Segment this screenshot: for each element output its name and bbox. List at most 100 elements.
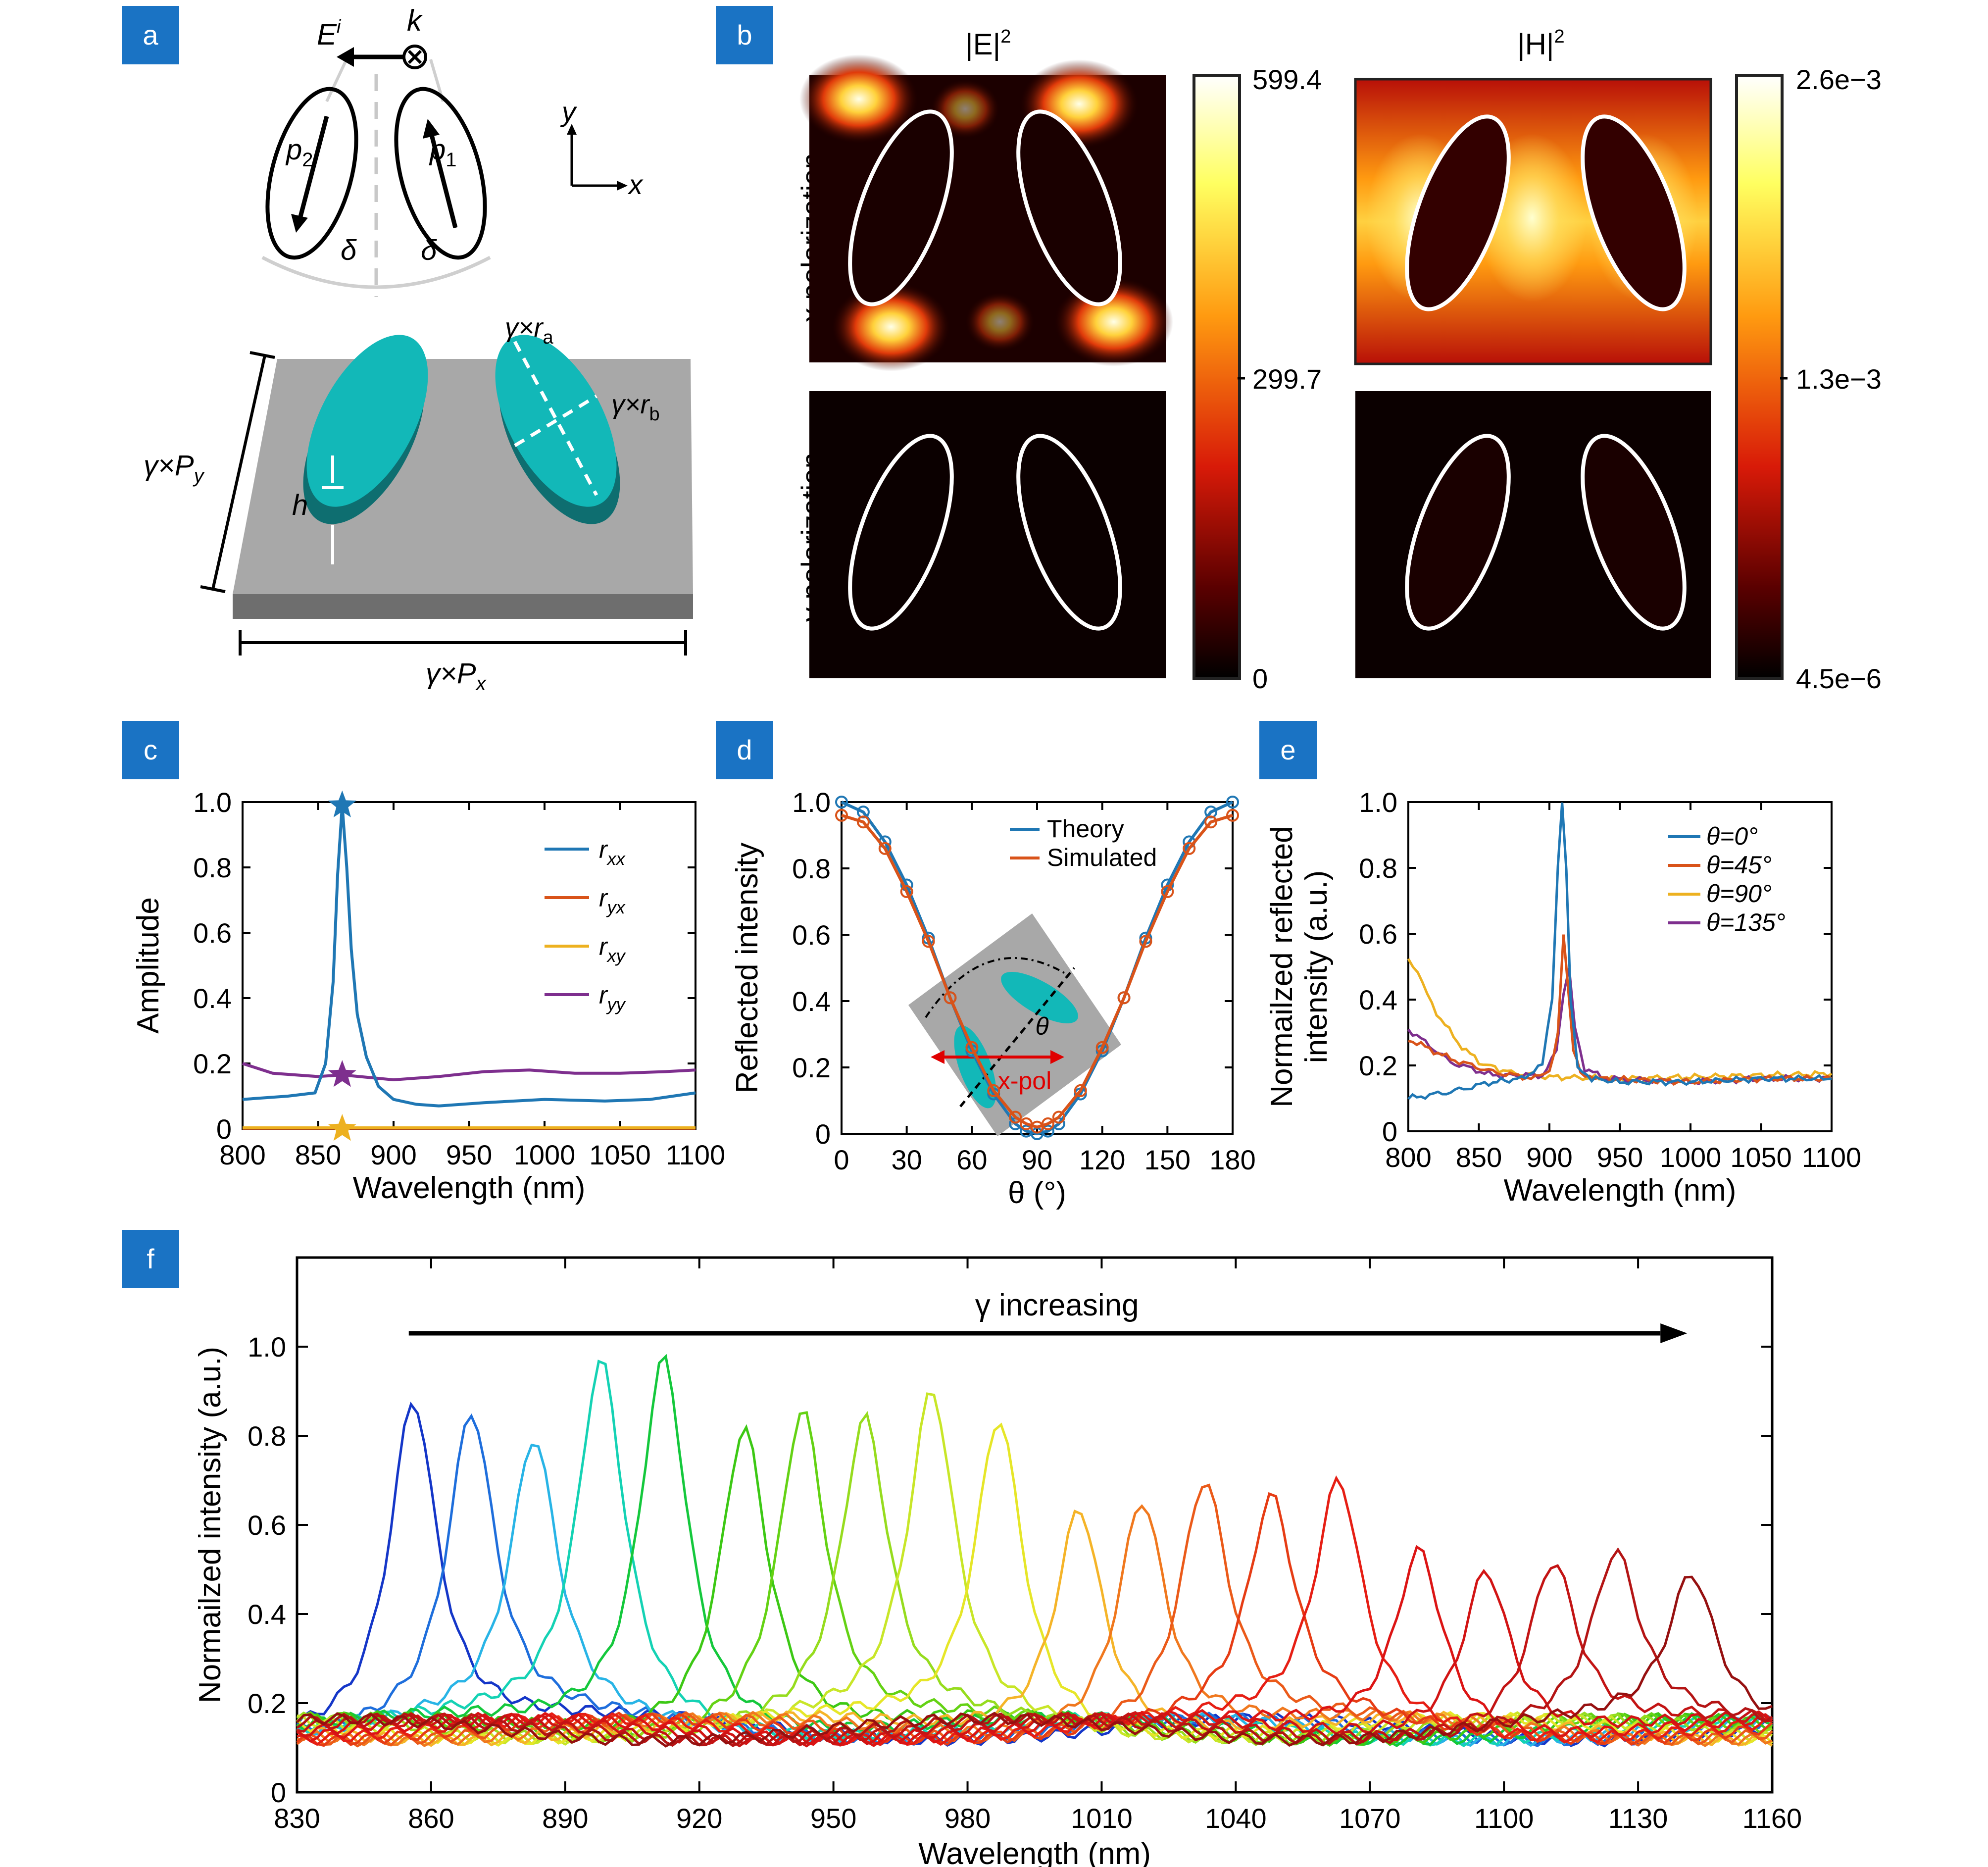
point-d-simulated-18 [1183,842,1196,855]
substrate-side [233,594,693,619]
series-e-1 [1408,934,1833,1086]
wavevector-label: k [407,4,423,37]
x-tick-label-f-1010: 1010 [1071,1803,1133,1834]
x-tick-label-d-180: 180 [1209,1144,1255,1175]
inset-particle-right-d [1001,972,1078,1023]
panel-b-field-maps: |E|2 |H|2 x polarization y polarization … [796,26,1882,694]
dipole-p1-arrowhead [423,119,440,139]
series-f-peak-18 [296,1547,1773,1748]
dimension-ra-label: γ×ra [505,313,554,348]
panel-label-b-text: b [737,19,752,50]
series-d-theory [841,801,1234,1136]
y-axis-label-e-line1: Normailzed reflected [1265,826,1299,1108]
y-tick-label-f-0: 0 [271,1777,286,1808]
series-f-peak-9 [296,1422,1773,1747]
panel-label-c: c [122,721,179,779]
x-tick-label-f-920: 920 [676,1803,722,1834]
point-d-simulated-14 [1095,1041,1109,1054]
series-f-peak-3 [296,1360,1773,1748]
ellipse-right [394,87,487,260]
legend-label-e-2: θ=90° [1706,880,1772,908]
dipole-p2-label: p2 [285,134,313,171]
y-tick-label-c-2: 0.4 [193,983,232,1014]
y-tick-label-d-4: 0.8 [792,853,831,884]
panel-label-f-text: f [147,1243,154,1274]
map-E-y-ellipse-right [1016,434,1122,631]
series-f-peak-12 [296,1483,1773,1748]
y-tick-label-f-4: 0.8 [248,1420,286,1452]
x-tick-label-c-1000: 1000 [514,1139,576,1170]
y-axis-label-c: Amplitude [131,897,165,1034]
point-d-theory-0 [835,796,848,808]
colorbar-E-gradient [1193,74,1241,680]
guide-line-left [325,58,348,102]
inset-particle-left-d [954,1025,996,1109]
dipole-p1-arrow [428,130,458,229]
x-tick-label-e-1050: 1050 [1730,1142,1792,1173]
dimension-rb-label: γ×rb [611,390,660,425]
map-H-x-ellipse-right [1581,114,1687,311]
panel-label-d-bg [716,721,773,779]
x-tick-label-f-980: 980 [944,1803,991,1834]
axis-y-arrowhead [567,124,577,135]
x-tick-label-c-950: 950 [446,1139,492,1170]
gamma-increasing-label: γ increasing [975,1288,1139,1322]
map-H-x-ellipse-left [1405,114,1511,311]
panel-label-b-bg [716,6,773,64]
series-f-peak-15 [296,1545,1773,1747]
point-d-simulated-16 [1139,935,1152,948]
legend-label-c-1: ryx [599,884,626,917]
map-E-x-ellipse-left [848,109,954,306]
y-axis-label-d: Reflected intensity [730,843,764,1094]
y-axis-label-f: Normailzed intensity (a.u.) [193,1347,227,1703]
series-f-peak-0 [296,1402,1773,1748]
point-d-simulated-19 [1204,815,1218,829]
series-c-rxx [242,805,696,1108]
panel-label-e-bg [1259,721,1317,779]
incident-field-label: Ei [317,16,342,51]
map-H-y-polarization [1355,391,1711,678]
incident-field-arrowhead [337,47,354,67]
axis-x-arrowhead [617,181,628,191]
hotspot-6 [965,292,1035,352]
dimension-py-label: γ×Py [144,450,205,487]
dipole-p2-arrow [297,115,329,221]
chart-e: 800 850 900 950 1000 1050 1100 0 0.2 0.4 0.6 0.8 1.0… [1265,787,1861,1208]
legend-label-e-3: θ=135° [1706,908,1786,936]
angle-delta-left: δ [341,234,357,266]
inset-substrate-d [908,913,1121,1136]
height-label: h [292,489,308,521]
x-tick-label-e-800: 800 [1385,1142,1431,1173]
gamma-increasing-arrowhead [1660,1323,1688,1343]
colorbar-H-max: 2.6e−3 [1796,64,1882,95]
y-tick-label-c-5: 1.0 [193,787,232,818]
series-c-ryy [242,1062,696,1082]
panel-label-d: d [716,721,773,779]
x-tick-label-e-850: 850 [1456,1142,1502,1173]
y-tick-label-f-3: 0.6 [248,1510,286,1541]
y-tick-label-d-5: 1.0 [792,787,831,818]
legend-label-d-0: Theory [1047,815,1124,843]
dimension-py-cap-bottom [200,585,226,593]
y-tick-label-c-1: 0.2 [193,1048,232,1079]
map-E-y-polarization [809,391,1166,678]
series-f-peak-19 [296,1575,1773,1748]
axis-y-label: y [560,96,577,127]
legend-label-c-2: rxy [599,933,626,966]
colorbar-H-gradient [1735,74,1784,680]
colorbar-E: 599.4 299.7 0 [1193,64,1322,694]
panel-label-a-bg [122,6,179,64]
dimension-py-cap-top [249,351,275,359]
inset-pol-arrowhead-right-d [1050,1050,1064,1064]
map-H-y-ellipse-right [1581,434,1687,631]
inset-axis-line-d [959,967,1075,1108]
legend-label-d-1: Simulated [1047,844,1157,871]
x-tick-label-f-1160: 1160 [1742,1803,1802,1834]
colorbar-E-mid: 299.7 [1252,363,1322,395]
inset-rotation-arc-d [925,957,1065,1018]
y-tick-label-e-4: 0.8 [1359,853,1397,884]
y-tick-label-f-1: 0.2 [248,1688,286,1719]
series-e-0 [1407,802,1832,1100]
marker-star-c-1 [328,1060,356,1087]
map-E-y-ellipse-left [848,434,954,631]
